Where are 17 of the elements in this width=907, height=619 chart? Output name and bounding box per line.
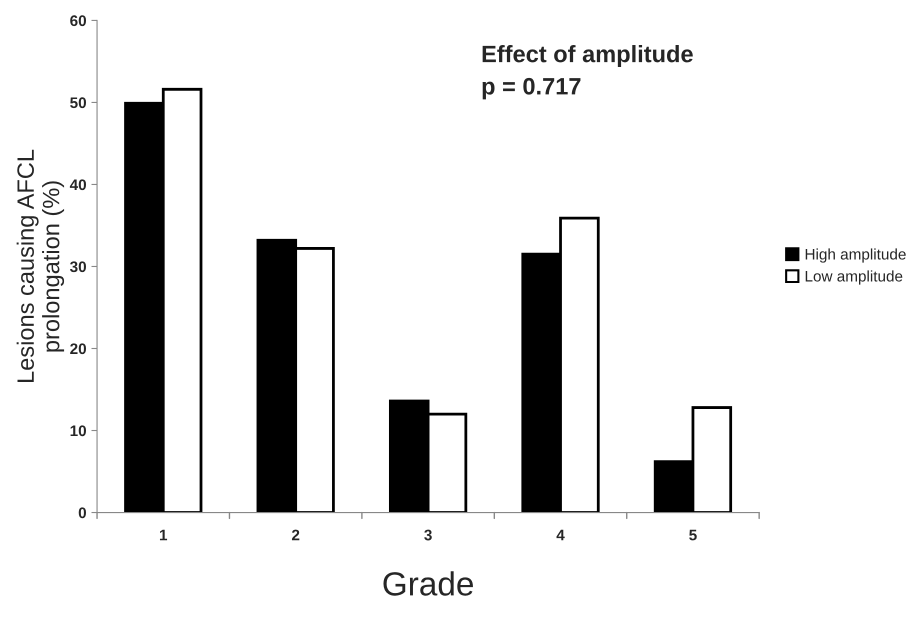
y-tick-label: 20	[70, 343, 86, 354]
x-tick-label: 5	[689, 530, 697, 540]
y-tick-label: 60	[70, 15, 86, 26]
y-tick-label: 0	[78, 507, 86, 518]
x-axis-title: Grade	[383, 571, 473, 596]
y-tick-label: 50	[70, 97, 86, 108]
x-tick-label: 1	[160, 530, 168, 540]
y-tick-label: 10	[70, 425, 86, 436]
y-tick-label: 40	[70, 179, 86, 190]
x-tick-label: 2	[292, 530, 300, 540]
legend-label: High amplitude	[806, 248, 906, 263]
annotation: Effect of amplitude p = 0.717	[482, 45, 693, 100]
y-tick-label: 30	[70, 261, 86, 272]
y-axis-title: Lesions causing AFCL prolongation (%)	[16, 150, 64, 382]
x-tick-label: 3	[424, 530, 432, 540]
x-tick-label: 4	[556, 530, 565, 540]
legend-label: Low amplitude	[806, 270, 902, 285]
